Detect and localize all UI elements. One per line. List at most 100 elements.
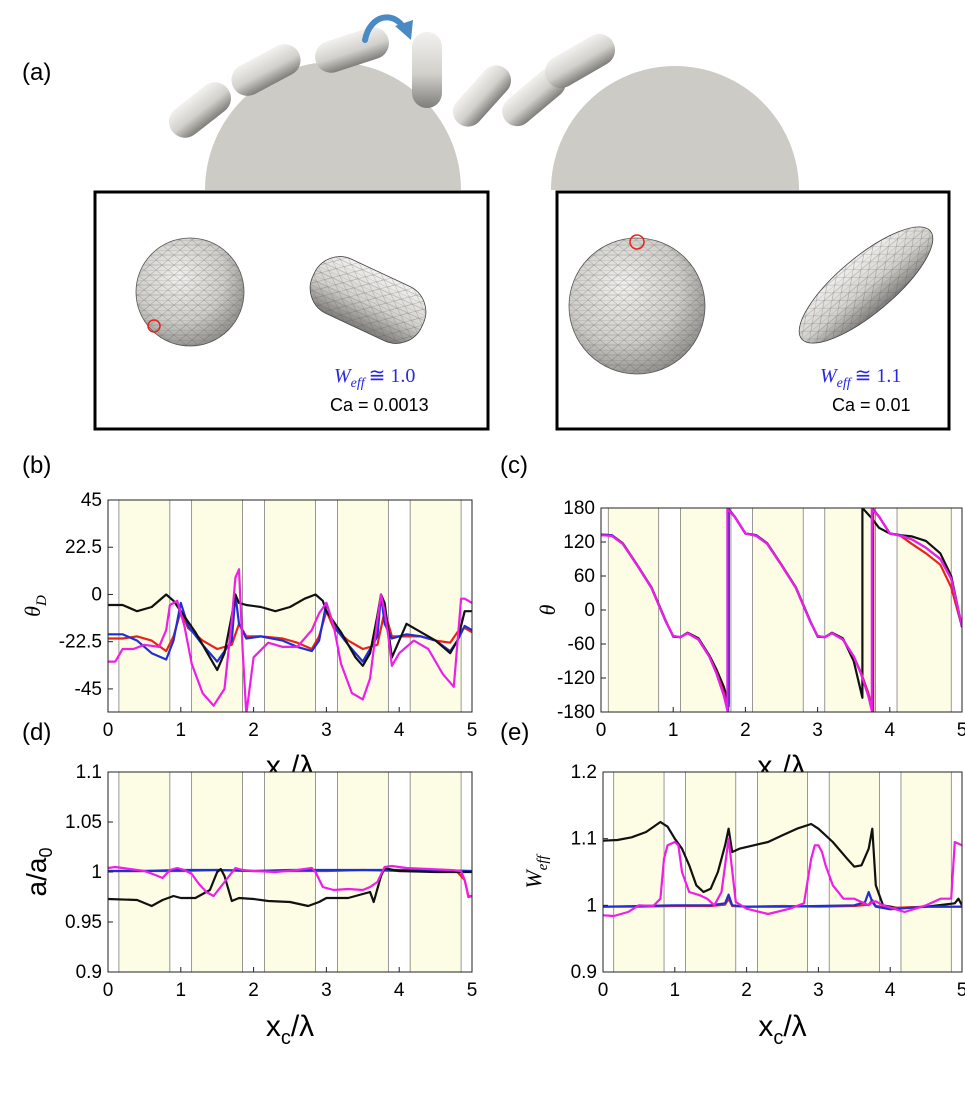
x-tick-label: 4 (394, 980, 405, 1001)
x-tick-label: 3 (812, 720, 823, 741)
x-tick-label: 2 (740, 720, 751, 741)
y-tick-label: -22.5 (59, 632, 102, 653)
y-tick-label: -180 (557, 702, 595, 723)
x-tick-label: 2 (248, 980, 259, 1001)
x-tick-label: 5 (467, 980, 478, 1001)
panel-label-b: (b) (22, 452, 51, 479)
axes-frame (602, 771, 963, 973)
x-tick-label: 2 (248, 720, 259, 741)
x-tick-label: 3 (321, 720, 332, 741)
plot-area (603, 820, 962, 918)
series-line-magenta (601, 508, 962, 712)
shaded-band (752, 507, 804, 713)
x-tick-label: 3 (321, 980, 332, 1001)
y-axis-label: Weff (521, 854, 551, 889)
y-tick-label: -45 (75, 679, 102, 700)
marker-point (629, 234, 645, 250)
y-tick-label: 1 (91, 862, 102, 883)
x-tick-label: 5 (467, 720, 478, 741)
inset-left-weff: Weff ≅ 1.0 (334, 365, 415, 391)
panel-label-e: (e) (500, 719, 529, 746)
y-tick-label: 1 (586, 895, 597, 916)
x-tick-label: 1 (670, 980, 681, 1001)
shaded-band (613, 771, 665, 973)
series-line-blue (603, 890, 962, 911)
y-tick-label: 120 (563, 532, 595, 553)
y-tick-label: 1.05 (65, 812, 102, 833)
x-axis-label: xc/λ (266, 1010, 314, 1049)
charts: 0123454522.50-22.5-45xc/λθD0123451801206… (20, 490, 965, 1049)
y-tick-label: 0.9 (571, 962, 597, 983)
y-tick-label: 60 (574, 566, 595, 587)
y-tick-label: 22.5 (65, 537, 102, 558)
y-tick-label: 1.1 (571, 829, 597, 850)
right-cylinder (551, 66, 799, 190)
y-tick-label: 1.1 (76, 762, 102, 783)
y-axis-label: θ (535, 604, 560, 615)
rod-cell (452, 65, 512, 127)
shaded-band (896, 507, 952, 713)
y-tick-label: 180 (563, 498, 595, 519)
x-tick-label: 1 (668, 720, 679, 741)
rod-cell (544, 34, 616, 88)
series-line-magenta (108, 864, 472, 898)
axes-frame (107, 499, 473, 713)
x-tick-label: 4 (394, 720, 405, 741)
y-tick-label: 0.95 (65, 912, 102, 933)
inset-right-weff: Weff ≅ 1.1 (820, 365, 901, 391)
y-axis-label: θD (20, 595, 50, 617)
x-tick-label: 4 (885, 980, 896, 1001)
y-tick-label: 0 (584, 600, 595, 621)
marker-point (147, 319, 161, 333)
y-tick-label: 0 (91, 584, 102, 605)
x-tick-label: 1 (176, 980, 187, 1001)
left-cylinder (205, 62, 461, 190)
rod-cell (231, 44, 301, 96)
shaded-band (680, 507, 732, 713)
y-tick-label: 1.2 (571, 762, 597, 783)
rod-cell (169, 82, 231, 138)
shaded-band (337, 771, 389, 973)
shaded-band (757, 771, 808, 973)
x-tick-label: 0 (596, 720, 607, 741)
x-tick-label: 0 (598, 980, 609, 1001)
y-axis-label: a/a0 (21, 848, 56, 897)
x-tick-label: 0 (103, 980, 114, 1001)
rod-cell (315, 27, 389, 73)
inset-left: Weff ≅ 1.0 Ca = 0.0013 (93, 190, 490, 431)
x-tick-label: 5 (957, 720, 965, 741)
rotation-arrow-icon (362, 14, 413, 43)
series-line-magenta (603, 837, 962, 918)
panel-label-a: (a) (22, 59, 51, 86)
shaded-band (900, 771, 952, 973)
series-line-black (108, 866, 472, 908)
x-tick-label: 5 (957, 980, 965, 1001)
chart-e: 0 1 2 3 4 5 1.2 1.1 1 0.9 xc/λ Weff (521, 762, 965, 1049)
shaded-band (409, 499, 462, 713)
inset-left-ca: Ca = 0.0013 (330, 395, 429, 415)
panel-label-c: (c) (500, 452, 528, 479)
plot-area (108, 864, 472, 908)
series-line-blue (108, 593, 472, 663)
plot-area (108, 568, 472, 712)
inset-right-ca: Ca = 0.01 (832, 395, 911, 415)
y-tick-label: -120 (557, 668, 595, 689)
x-tick-label: 0 (103, 720, 114, 741)
x-tick-label: 4 (885, 720, 896, 741)
y-tick-label: 45 (81, 490, 102, 511)
y-tick-label: 0.9 (76, 962, 102, 983)
plot-area (601, 508, 962, 712)
series-line-magenta (108, 568, 472, 712)
shaded-band (607, 507, 660, 713)
cell-sequence (169, 27, 616, 138)
x-tick-label: 2 (741, 980, 752, 1001)
shaded-band (824, 507, 876, 713)
series-line-black (603, 820, 962, 910)
chart-d: 0 1 2 3 4 5 1.1 1.05 1 0.95 0.9 xc/λ a/a0 (21, 762, 477, 1049)
x-axis-label: xc/λ (758, 1010, 806, 1049)
x-tick-label: 1 (176, 720, 187, 741)
shaded-band (685, 771, 737, 973)
